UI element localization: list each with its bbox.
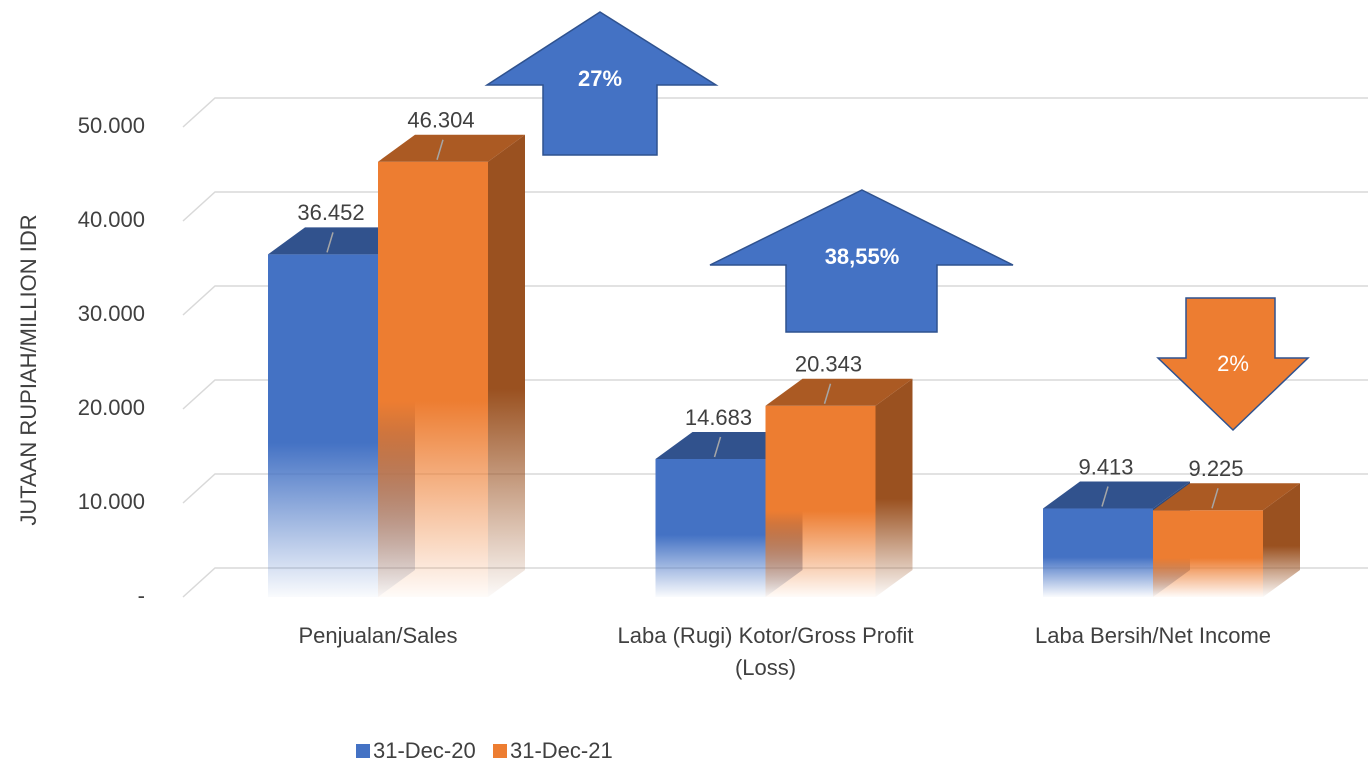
value-label: 14.683 xyxy=(685,405,752,430)
x-tick-label: Laba Bersih/Net Income xyxy=(1034,623,1272,648)
leader-line xyxy=(823,383,832,404)
value-label: 20.343 xyxy=(795,352,862,377)
grid xyxy=(182,97,1368,598)
grid-line xyxy=(182,567,1368,598)
annotation: 2% xyxy=(1217,351,1249,376)
bar-front xyxy=(655,458,766,597)
value-label: 9.225 xyxy=(1188,456,1243,481)
grid-line xyxy=(182,379,1368,410)
bar-front xyxy=(378,161,488,597)
y-axis-label: JUTAAN RUPIAH/MILLION IDR xyxy=(16,214,41,525)
legend-label: 31-Dec-20 xyxy=(373,738,476,763)
arrow-down xyxy=(1156,297,1310,432)
leader-line xyxy=(436,139,444,160)
bar-side xyxy=(875,378,913,597)
leader-line xyxy=(326,232,334,253)
leader-line xyxy=(1101,486,1109,507)
bar-side xyxy=(1263,483,1300,597)
grid-line xyxy=(182,97,1368,128)
bar-front xyxy=(765,405,876,597)
grid-line xyxy=(182,285,1368,316)
grid-line xyxy=(182,191,1368,222)
value-label: 9.413 xyxy=(1078,454,1133,479)
y-tick-label: 50.000 xyxy=(78,113,145,138)
bars xyxy=(268,134,1300,597)
y-tick-label: 10.000 xyxy=(78,489,145,514)
bar-front xyxy=(1043,508,1153,597)
y-tick-label: 40.000 xyxy=(78,207,145,232)
bar-top xyxy=(378,134,525,162)
y-tick-label: 20.000 xyxy=(78,395,145,420)
value-label: 36.452 xyxy=(297,200,364,225)
value-label: 46.304 xyxy=(407,108,474,133)
arrow-up xyxy=(484,11,719,156)
annotation: 27% xyxy=(578,66,622,91)
bar-front xyxy=(1153,510,1263,597)
bar-front xyxy=(268,254,378,597)
bar-side xyxy=(488,134,525,597)
bar-top xyxy=(1043,481,1190,509)
x-tick-label: Laba (Rugi) Kotor/Gross Profit (Loss) xyxy=(617,623,914,680)
annotation: 38,55% xyxy=(825,244,900,269)
y-tick-label: 30.000 xyxy=(78,301,145,326)
legend-swatch xyxy=(356,744,370,758)
legend-swatch xyxy=(493,744,507,758)
arrow-up xyxy=(709,189,1014,333)
leader-line xyxy=(1211,488,1219,509)
x-tick-label: Penjualan/Sales xyxy=(298,623,458,648)
y-tick-label: - xyxy=(138,583,145,608)
bar-top xyxy=(1153,483,1300,511)
grid-line xyxy=(182,473,1368,504)
bar-top xyxy=(765,378,913,406)
legend-label: 31-Dec-21 xyxy=(510,738,613,763)
leader-line xyxy=(713,436,722,458)
